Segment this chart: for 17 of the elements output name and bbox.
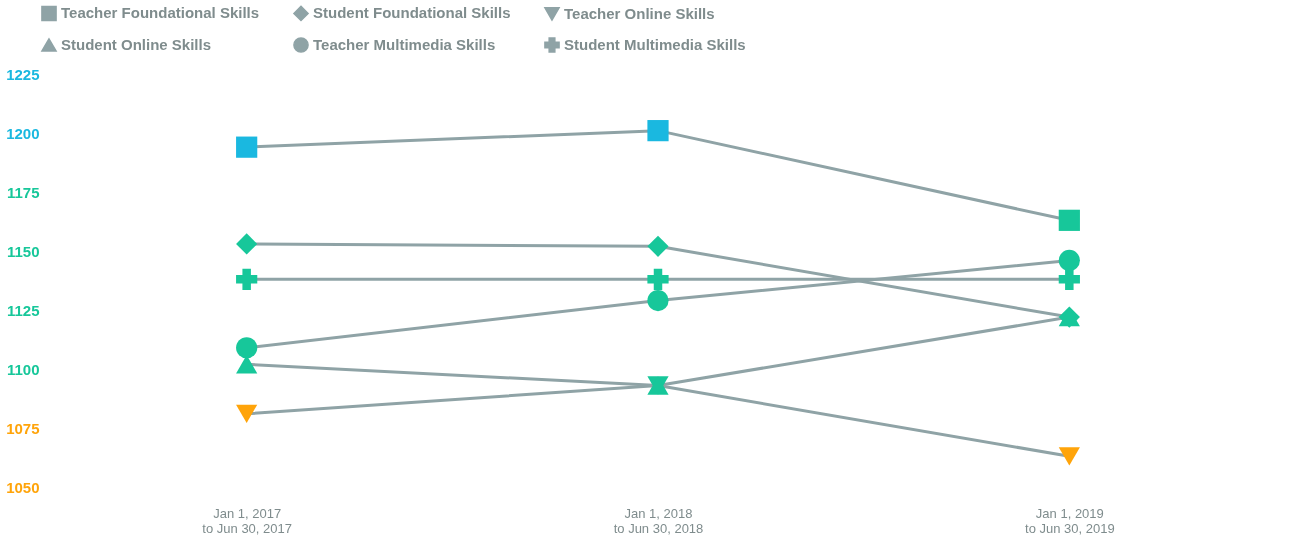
x-tick-label: Jan 1, 2018 to Jun 30, 2018: [613, 505, 704, 536]
y-tick-label: 1100: [6, 360, 40, 378]
x-tick-label: Jan 1, 2017 to Jun 30, 2017: [202, 505, 292, 536]
legend-label: Teacher Multimedia Skills: [313, 36, 496, 53]
legend-label: Student Multimedia Skills: [564, 36, 746, 53]
legend-label: Teacher Online Skills: [564, 4, 715, 22]
x-tick-label: Jan 1, 2019 to Jun 30, 2019: [1025, 505, 1115, 536]
y-tick-label: 1075: [6, 419, 40, 437]
legend-label: Student Foundational Skills: [313, 4, 511, 22]
y-tick-label: 1150: [6, 242, 40, 260]
legend-label: Teacher Foundational Skills: [61, 4, 260, 22]
y-tick-label: 1225: [6, 65, 40, 83]
y-tick-label: 1175: [6, 183, 40, 201]
y-tick-label: 1125: [6, 301, 40, 319]
y-tick-label: 1200: [6, 124, 40, 142]
legend-label: Student Online Skills: [61, 36, 212, 53]
y-tick-label: 1050: [6, 478, 40, 496]
